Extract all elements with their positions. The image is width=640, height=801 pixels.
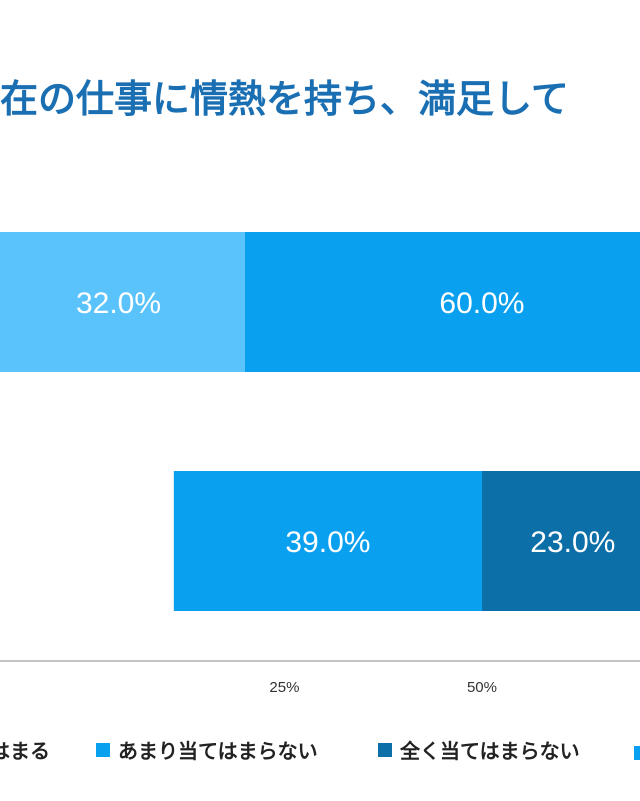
legend-label: はまる: [0, 739, 50, 763]
legend-item: あまり当てはまらない: [96, 735, 318, 764]
data-label: 39.0%: [285, 526, 370, 559]
legend-label: 全く当てはまらない: [400, 739, 580, 763]
legend-swatch: [378, 742, 392, 757]
x-tick-label: 25%: [269, 679, 299, 696]
x-tick-label: 50%: [467, 679, 497, 696]
legend-item: はまる: [0, 735, 50, 764]
data-label: 23.0%: [530, 526, 615, 559]
legend: はまる あまり当てはまらない 全く当てはまらない: [0, 735, 640, 771]
legend-swatch: [96, 742, 110, 757]
legend-item: 全く当てはまらない: [378, 735, 580, 764]
chart-title: 在の仕事に情熱を持ち、満足して: [0, 77, 569, 121]
data-label: 60.0%: [439, 287, 524, 320]
bar-segment: [481, 471, 640, 611]
bars-group: 32.0% 60.0% 39.0% 23.0%: [0, 232, 640, 611]
data-label: 32.0%: [76, 287, 161, 320]
legend-swatch: [634, 746, 640, 760]
bar-segment: [0, 232, 245, 372]
x-axis-ticks: 25% 50%: [269, 679, 497, 696]
bar-segment: [244, 232, 640, 372]
bar-segment: [173, 471, 482, 611]
legend-label: あまり当てはまらない: [118, 739, 318, 763]
